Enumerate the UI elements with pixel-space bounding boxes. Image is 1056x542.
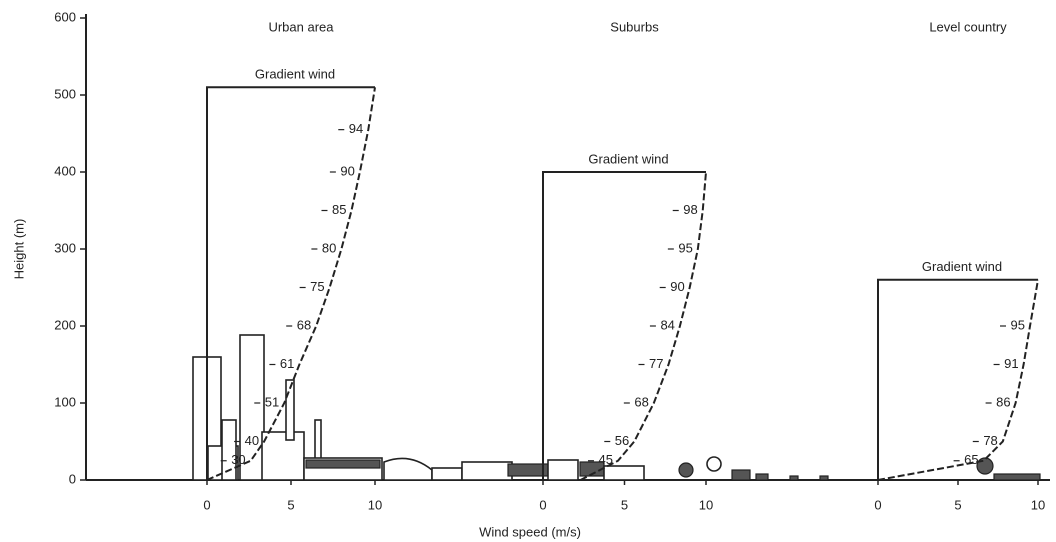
x-tick-label: 5: [287, 497, 294, 512]
house: [547, 459, 579, 481]
percent-label: 61: [280, 356, 294, 371]
x-tick-label: 0: [203, 497, 210, 512]
roofline: [305, 459, 381, 469]
percent-label: 94: [349, 121, 363, 136]
y-tick-label: 500: [54, 86, 76, 101]
percent-label: 98: [683, 202, 697, 217]
wind-profile-curve: [580, 171, 707, 481]
house: [755, 473, 769, 481]
tree: [706, 456, 722, 472]
building: [383, 457, 433, 481]
percent-label: 80: [322, 240, 336, 255]
gradient-frame: [206, 86, 375, 480]
building: [261, 431, 305, 481]
y-tick-label: 100: [54, 394, 76, 409]
building: [239, 334, 265, 481]
x-axis-label: Wind speed (m/s): [479, 524, 581, 539]
percent-label: 77: [649, 356, 663, 371]
y-tick-label: 600: [54, 9, 76, 24]
house: [731, 469, 751, 481]
wind-profile-curve: [206, 87, 376, 481]
field: [993, 473, 1041, 481]
house: [603, 465, 645, 481]
y-tick-label: 300: [54, 240, 76, 255]
percent-label: 65: [964, 452, 978, 467]
y-tick-label: 200: [54, 317, 76, 332]
suburb-houses: [547, 456, 829, 481]
percent-label: 84: [660, 317, 674, 332]
panel-title: Level country: [929, 19, 1007, 34]
building: [431, 467, 463, 481]
percent-label: 30: [231, 452, 245, 467]
percent-label: 68: [634, 394, 648, 409]
tree: [678, 462, 694, 478]
x-tick-label: 5: [954, 497, 961, 512]
house: [789, 475, 799, 481]
percent-label: 78: [983, 433, 997, 448]
panel-title: Suburbs: [610, 19, 659, 34]
x-tick-label: 0: [539, 497, 546, 512]
wind-profile-curve: [877, 279, 1039, 481]
gradient-label: Gradient wind: [255, 67, 335, 82]
x-tick-label: 10: [368, 497, 382, 512]
percent-label: 86: [996, 394, 1010, 409]
y-tick-label: 400: [54, 163, 76, 178]
percent-label: 40: [245, 433, 259, 448]
urban-buildings: [192, 334, 549, 481]
gradient-frame: [542, 171, 706, 480]
y-axis-label: Height (m): [11, 219, 26, 280]
panel-title: Urban area: [268, 19, 334, 34]
x-tick-label: 5: [621, 497, 628, 512]
building: [461, 461, 513, 481]
percent-label: 91: [1004, 356, 1018, 371]
y-tick-label: 0: [69, 471, 76, 486]
tree: [976, 457, 994, 475]
percent-label: 68: [297, 317, 311, 332]
building: [221, 419, 237, 481]
percent-label: 90: [340, 163, 354, 178]
percent-label: 95: [1011, 317, 1025, 332]
x-tick-label: 0: [874, 497, 881, 512]
gradient-label: Gradient wind: [922, 259, 1002, 274]
percent-label: 75: [310, 279, 324, 294]
gradient-frame: [877, 278, 1038, 480]
x-tick-label: 10: [699, 497, 713, 512]
building: [314, 419, 322, 461]
percent-label: 85: [332, 202, 346, 217]
gradient-label: Gradient wind: [588, 151, 668, 166]
x-tick-label: 10: [1031, 497, 1045, 512]
percent-label: 51: [265, 394, 279, 409]
country-trees: [976, 457, 1041, 481]
house: [819, 475, 829, 481]
percent-label: 95: [678, 240, 692, 255]
percent-label: 90: [670, 279, 684, 294]
building: [285, 379, 295, 441]
percent-label: 45: [599, 452, 613, 467]
percent-label: 56: [615, 433, 629, 448]
